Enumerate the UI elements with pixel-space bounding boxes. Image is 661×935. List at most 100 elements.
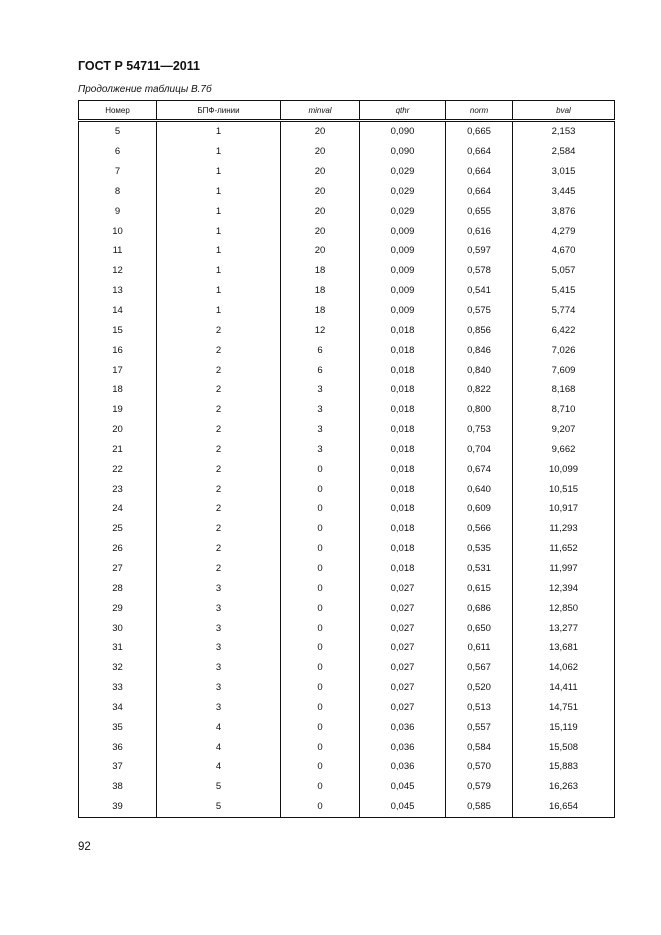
table-row: 29 3 0 0,027 0,686 12,850 xyxy=(78,598,615,619)
cell-minval: 0 xyxy=(280,657,360,678)
cell-fft-lines: 2 xyxy=(156,340,281,361)
cell-bval: 6,422 xyxy=(512,320,615,341)
cell-bval: 2,153 xyxy=(512,120,615,142)
cell-fft-lines: 1 xyxy=(156,181,281,202)
cell-norm: 0,557 xyxy=(445,717,513,738)
cell-minval: 0 xyxy=(280,479,360,500)
cell-norm: 0,611 xyxy=(445,637,513,658)
page-number: 92 xyxy=(78,841,91,853)
cell-norm: 0,570 xyxy=(445,757,513,777)
cell-qthr: 0,027 xyxy=(359,637,446,658)
cell-number: 20 xyxy=(78,419,157,440)
cell-bval: 7,609 xyxy=(512,360,615,380)
cell-norm: 0,664 xyxy=(445,181,513,202)
cell-fft-lines: 2 xyxy=(156,360,281,380)
table-caption: Продолжение таблицы В.7б xyxy=(78,84,212,95)
cell-qthr: 0,045 xyxy=(359,776,446,797)
cell-number: 32 xyxy=(78,657,157,678)
cell-minval: 20 xyxy=(280,241,360,261)
cell-minval: 20 xyxy=(280,181,360,202)
cell-bval: 13,681 xyxy=(512,637,615,658)
cell-norm: 0,520 xyxy=(445,677,513,698)
column-header-fft-lines: БПФ-линии xyxy=(156,100,281,122)
cell-norm: 0,822 xyxy=(445,379,513,400)
table-row: 11 1 20 0,009 0,597 4,670 xyxy=(78,241,615,261)
cell-qthr: 0,018 xyxy=(359,459,446,480)
cell-bval: 2,584 xyxy=(512,141,615,162)
cell-qthr: 0,045 xyxy=(359,796,446,818)
cell-norm: 0,541 xyxy=(445,280,513,301)
cell-fft-lines: 3 xyxy=(156,578,281,599)
cell-norm: 0,664 xyxy=(445,141,513,162)
cell-qthr: 0,018 xyxy=(359,320,446,341)
table-row: 37 4 0 0,036 0,570 15,883 xyxy=(78,757,615,777)
cell-qthr: 0,018 xyxy=(359,538,446,559)
cell-minval: 0 xyxy=(280,757,360,777)
table-row: 12 1 18 0,009 0,578 5,057 xyxy=(78,260,615,281)
cell-norm: 0,578 xyxy=(445,260,513,281)
cell-number: 39 xyxy=(78,796,157,818)
cell-qthr: 0,036 xyxy=(359,757,446,777)
table-row: 32 3 0 0,027 0,567 14,062 xyxy=(78,657,615,678)
cell-fft-lines: 2 xyxy=(156,379,281,400)
cell-qthr: 0,027 xyxy=(359,598,446,619)
table-row: 6 1 20 0,090 0,664 2,584 xyxy=(78,141,615,162)
cell-norm: 0,609 xyxy=(445,499,513,519)
cell-fft-lines: 2 xyxy=(156,538,281,559)
cell-qthr: 0,018 xyxy=(359,479,446,500)
table-row: 14 1 18 0,009 0,575 5,774 xyxy=(78,300,615,321)
cell-fft-lines: 1 xyxy=(156,300,281,321)
cell-number: 8 xyxy=(78,181,157,202)
cell-number: 26 xyxy=(78,538,157,559)
cell-bval: 13,277 xyxy=(512,618,615,638)
cell-norm: 0,674 xyxy=(445,459,513,480)
cell-norm: 0,665 xyxy=(445,120,513,142)
cell-number: 5 xyxy=(78,120,157,142)
cell-norm: 0,584 xyxy=(445,737,513,757)
table-row: 21 2 3 0,018 0,704 9,662 xyxy=(78,439,615,460)
cell-fft-lines: 2 xyxy=(156,558,281,579)
table-row: 34 3 0 0,027 0,513 14,751 xyxy=(78,697,615,718)
cell-bval: 12,394 xyxy=(512,578,615,599)
cell-fft-lines: 2 xyxy=(156,419,281,440)
cell-minval: 0 xyxy=(280,737,360,757)
table-row: 17 2 6 0,018 0,840 7,609 xyxy=(78,360,615,380)
table-row: 15 2 12 0,018 0,856 6,422 xyxy=(78,320,615,341)
cell-minval: 12 xyxy=(280,320,360,341)
cell-number: 11 xyxy=(78,241,157,261)
cell-qthr: 0,029 xyxy=(359,181,446,202)
cell-number: 13 xyxy=(78,280,157,301)
cell-qthr: 0,036 xyxy=(359,717,446,738)
cell-bval: 7,026 xyxy=(512,340,615,361)
cell-bval: 15,508 xyxy=(512,737,615,757)
cell-fft-lines: 1 xyxy=(156,161,281,182)
cell-minval: 0 xyxy=(280,598,360,619)
column-header-number: Номер xyxy=(78,100,157,122)
cell-norm: 0,664 xyxy=(445,161,513,182)
cell-qthr: 0,018 xyxy=(359,340,446,361)
cell-qthr: 0,036 xyxy=(359,737,446,757)
table-row: 35 4 0 0,036 0,557 15,119 xyxy=(78,717,615,738)
cell-minval: 20 xyxy=(280,120,360,142)
cell-minval: 0 xyxy=(280,796,360,818)
table-row: 28 3 0 0,027 0,615 12,394 xyxy=(78,578,615,599)
cell-norm: 0,704 xyxy=(445,439,513,460)
column-header-norm: norm xyxy=(445,100,513,122)
cell-fft-lines: 3 xyxy=(156,697,281,718)
cell-bval: 9,662 xyxy=(512,439,615,460)
cell-minval: 0 xyxy=(280,538,360,559)
cell-norm: 0,655 xyxy=(445,201,513,222)
cell-minval: 0 xyxy=(280,499,360,519)
cell-bval: 16,654 xyxy=(512,796,615,818)
cell-bval: 15,119 xyxy=(512,717,615,738)
cell-bval: 11,652 xyxy=(512,538,615,559)
cell-bval: 5,774 xyxy=(512,300,615,321)
cell-minval: 0 xyxy=(280,618,360,638)
cell-number: 24 xyxy=(78,499,157,519)
table-row: 27 2 0 0,018 0,531 11,997 xyxy=(78,558,615,579)
cell-bval: 8,710 xyxy=(512,399,615,420)
cell-number: 21 xyxy=(78,439,157,460)
cell-qthr: 0,029 xyxy=(359,161,446,182)
cell-qthr: 0,027 xyxy=(359,578,446,599)
cell-bval: 5,415 xyxy=(512,280,615,301)
